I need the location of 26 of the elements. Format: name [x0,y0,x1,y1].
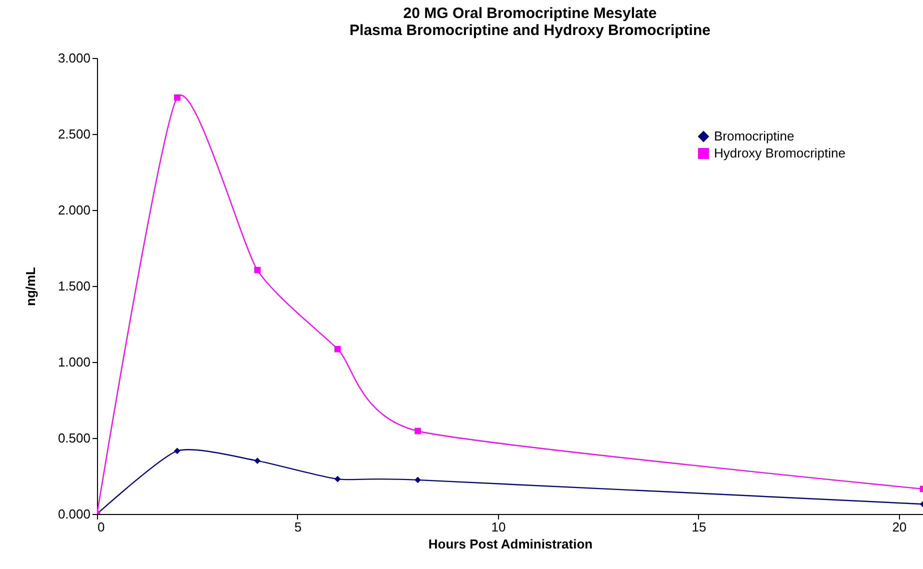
point [254,266,261,274]
y-tick-label: 0.000 [58,506,90,522]
point [334,476,341,482]
legend-label: Hydroxy Bromocriptine [714,146,846,160]
y-tick-label: 3.000 [58,50,90,66]
x-tick-label: 10 [491,520,506,534]
y-tick-label: 1.500 [58,278,90,294]
y-tick-label: 0.500 [58,430,90,446]
x-tick-label: 15 [692,520,706,534]
x-tick-label: 0 [98,520,105,534]
point [254,458,261,464]
point [174,94,180,101]
point [414,428,421,434]
x-tick-label: 5 [294,520,302,534]
point [414,476,421,484]
chart-subtitle: Plasma Bromocriptine and Hydroxy Bromocriptine [350,22,710,39]
legend-label: Bromocriptine [714,128,794,144]
y-axis-title: ng/mL [22,266,38,306]
x-tick-label: 20 [892,520,907,534]
y-tick-label: 2.500 [58,126,90,142]
x-axis-title: Hours Post Administration [428,536,593,552]
point [174,448,180,454]
chart-title: 20 MG Oral Bromocriptine Mesylate [403,5,657,22]
y-tick-label: 1.000 [58,354,90,370]
y-tick-label: 2.000 [58,202,90,218]
point [334,346,341,352]
